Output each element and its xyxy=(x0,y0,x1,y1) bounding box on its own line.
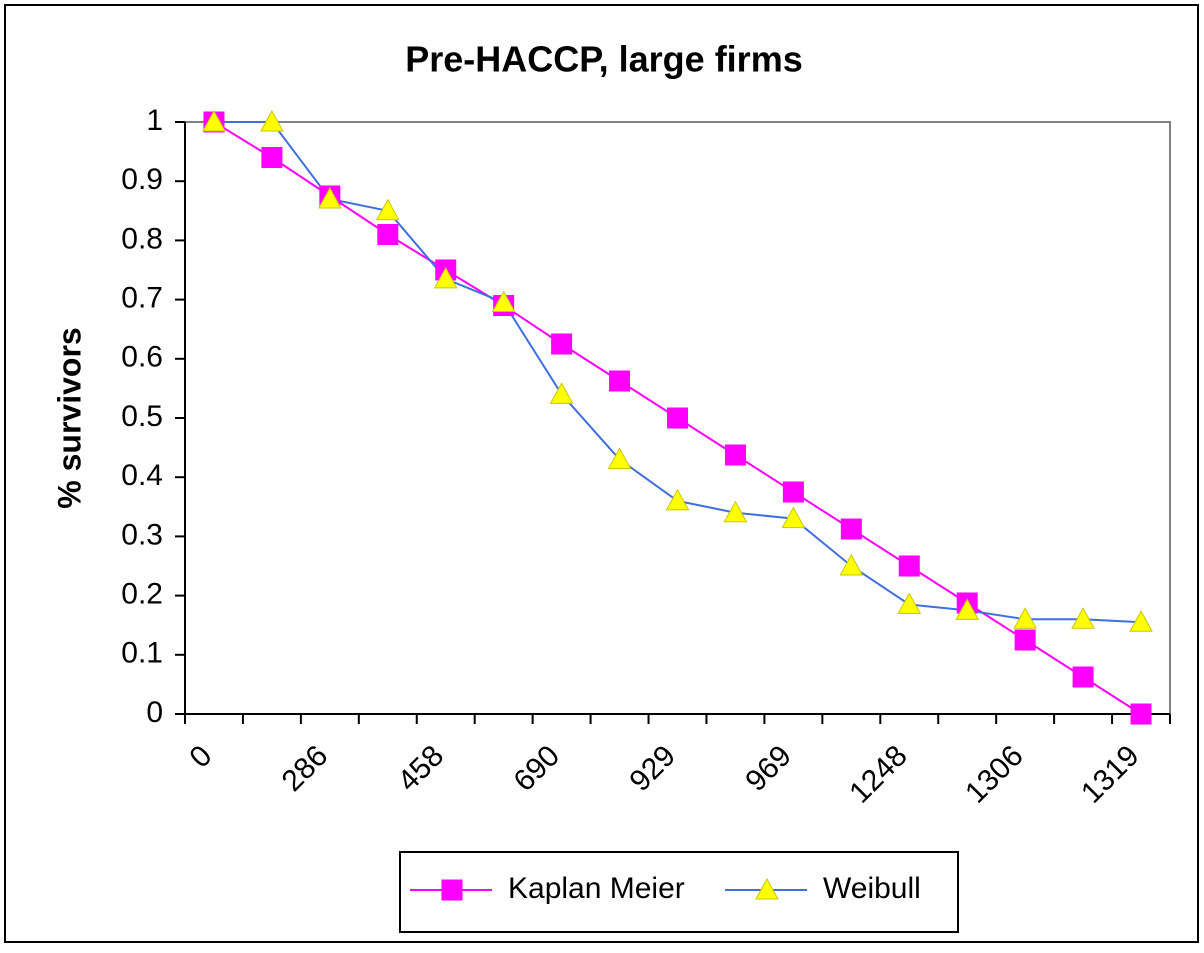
data-point xyxy=(1014,629,1036,651)
y-tick-label: 1 xyxy=(146,104,163,137)
data-point xyxy=(377,223,399,245)
data-point xyxy=(898,555,920,577)
data-point xyxy=(665,488,690,511)
data-point xyxy=(1013,607,1037,629)
data-point xyxy=(202,109,226,132)
y-tick-label: 0.8 xyxy=(121,222,163,255)
legend-marker xyxy=(441,879,463,901)
legend-marker xyxy=(755,877,779,900)
data-point xyxy=(723,500,748,523)
data-point xyxy=(1129,610,1153,632)
data-point xyxy=(491,290,516,313)
y-axis-title: % survivors xyxy=(51,327,87,508)
data-point xyxy=(551,333,573,355)
data-point xyxy=(433,266,458,289)
legend-label: Weibull xyxy=(823,872,921,905)
data-point xyxy=(1130,703,1152,725)
data-point xyxy=(375,198,400,221)
data-point xyxy=(318,186,342,209)
y-tick-label: 0.3 xyxy=(121,518,163,551)
legend-label: Kaplan Meier xyxy=(508,872,685,905)
data-point xyxy=(781,506,806,529)
y-tick-label: 0.9 xyxy=(121,163,163,196)
data-point xyxy=(261,147,283,169)
data-point xyxy=(260,109,284,132)
legend xyxy=(399,851,959,933)
y-tick-label: 0.2 xyxy=(121,578,163,611)
data-point xyxy=(839,553,864,576)
data-point xyxy=(955,598,980,620)
data-point xyxy=(667,407,688,429)
y-tick-label: 0.4 xyxy=(121,459,163,492)
data-point xyxy=(724,444,746,466)
data-point xyxy=(1071,607,1095,629)
data-point xyxy=(607,447,632,469)
y-tick-label: 0.5 xyxy=(121,400,163,433)
data-point xyxy=(840,518,862,540)
y-tick-label: 0.7 xyxy=(121,282,163,315)
chart-title: Pre-HACCP, large firms xyxy=(405,39,802,80)
y-tick-label: 0.1 xyxy=(121,637,163,670)
y-tick-label: 0 xyxy=(146,696,163,729)
data-point xyxy=(609,370,631,392)
y-tick-label: 0.6 xyxy=(121,341,163,374)
data-point xyxy=(1072,666,1094,688)
data-point xyxy=(782,481,804,503)
data-point xyxy=(897,592,922,614)
data-point xyxy=(549,382,574,404)
